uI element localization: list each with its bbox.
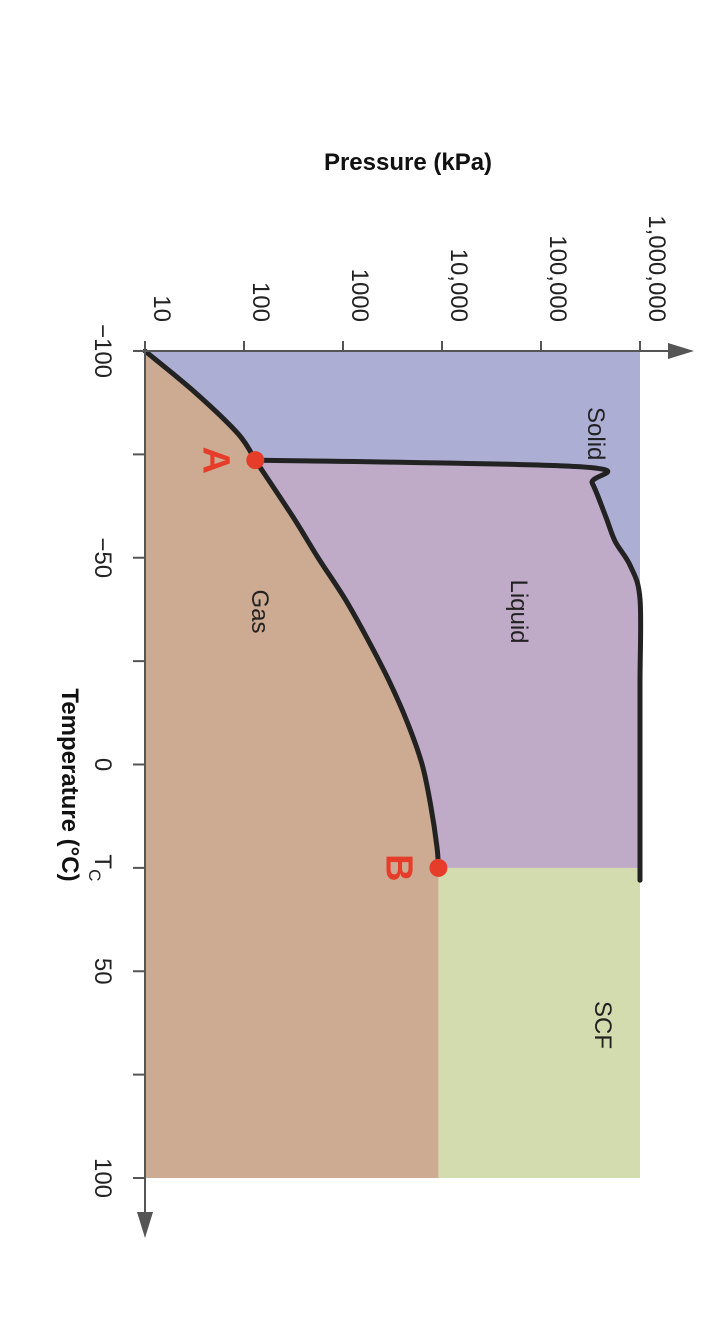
pressure-tick-label: 1,000,000 (643, 215, 670, 322)
region-label-solid: Solid (582, 407, 609, 460)
point-b-label: B (377, 854, 419, 881)
temperature-tick-label: TC (85, 854, 116, 881)
region-scf (438, 867, 640, 1178)
pressure-tick-label: 10 (148, 295, 175, 322)
tick-labels: 10 100 1000 10,000 100,000 1,000,000 −100 −50 0 T… (85, 215, 670, 1198)
region-liquid (255, 460, 641, 881)
temperature-tick-label: −100 (89, 324, 116, 378)
fusion-curve (252, 457, 644, 883)
region-label-liquid: Liquid (505, 579, 532, 643)
pressure-tick-label: 100 (247, 282, 274, 322)
region-label-gas: Gas (246, 589, 273, 633)
x-axis-title: Temperature (°C) (56, 688, 83, 881)
sublimation-curve (142, 348, 258, 463)
point-a-marker (246, 451, 265, 470)
region-gas (145, 351, 439, 1178)
temperature-axis-arrow (137, 1212, 153, 1238)
phase-regions (145, 351, 641, 1178)
point-b-marker (429, 858, 448, 877)
temperature-tick-label: 100 (89, 1158, 116, 1198)
axes (133, 341, 694, 1238)
region-label-scf: SCF (589, 1001, 616, 1049)
y-axis-title: Pressure (kPa) (324, 149, 492, 176)
pressure-tick-label: 1000 (346, 269, 373, 322)
region-labels: Solid Liquid Gas SCF (246, 407, 616, 1049)
temperature-tick-label: 0 (89, 758, 116, 771)
temperature-tick-label: 50 (89, 958, 116, 985)
pressure-tick-label: 10,000 (445, 249, 472, 322)
point-markers: AB (194, 446, 448, 882)
phase-boundaries (142, 348, 644, 883)
point-a-label: A (194, 446, 236, 473)
pressure-axis-arrow (668, 343, 694, 359)
temperature-tick-label: −50 (89, 537, 116, 578)
vaporization-curve (252, 457, 441, 871)
pressure-tick-label: 100,000 (544, 235, 571, 322)
